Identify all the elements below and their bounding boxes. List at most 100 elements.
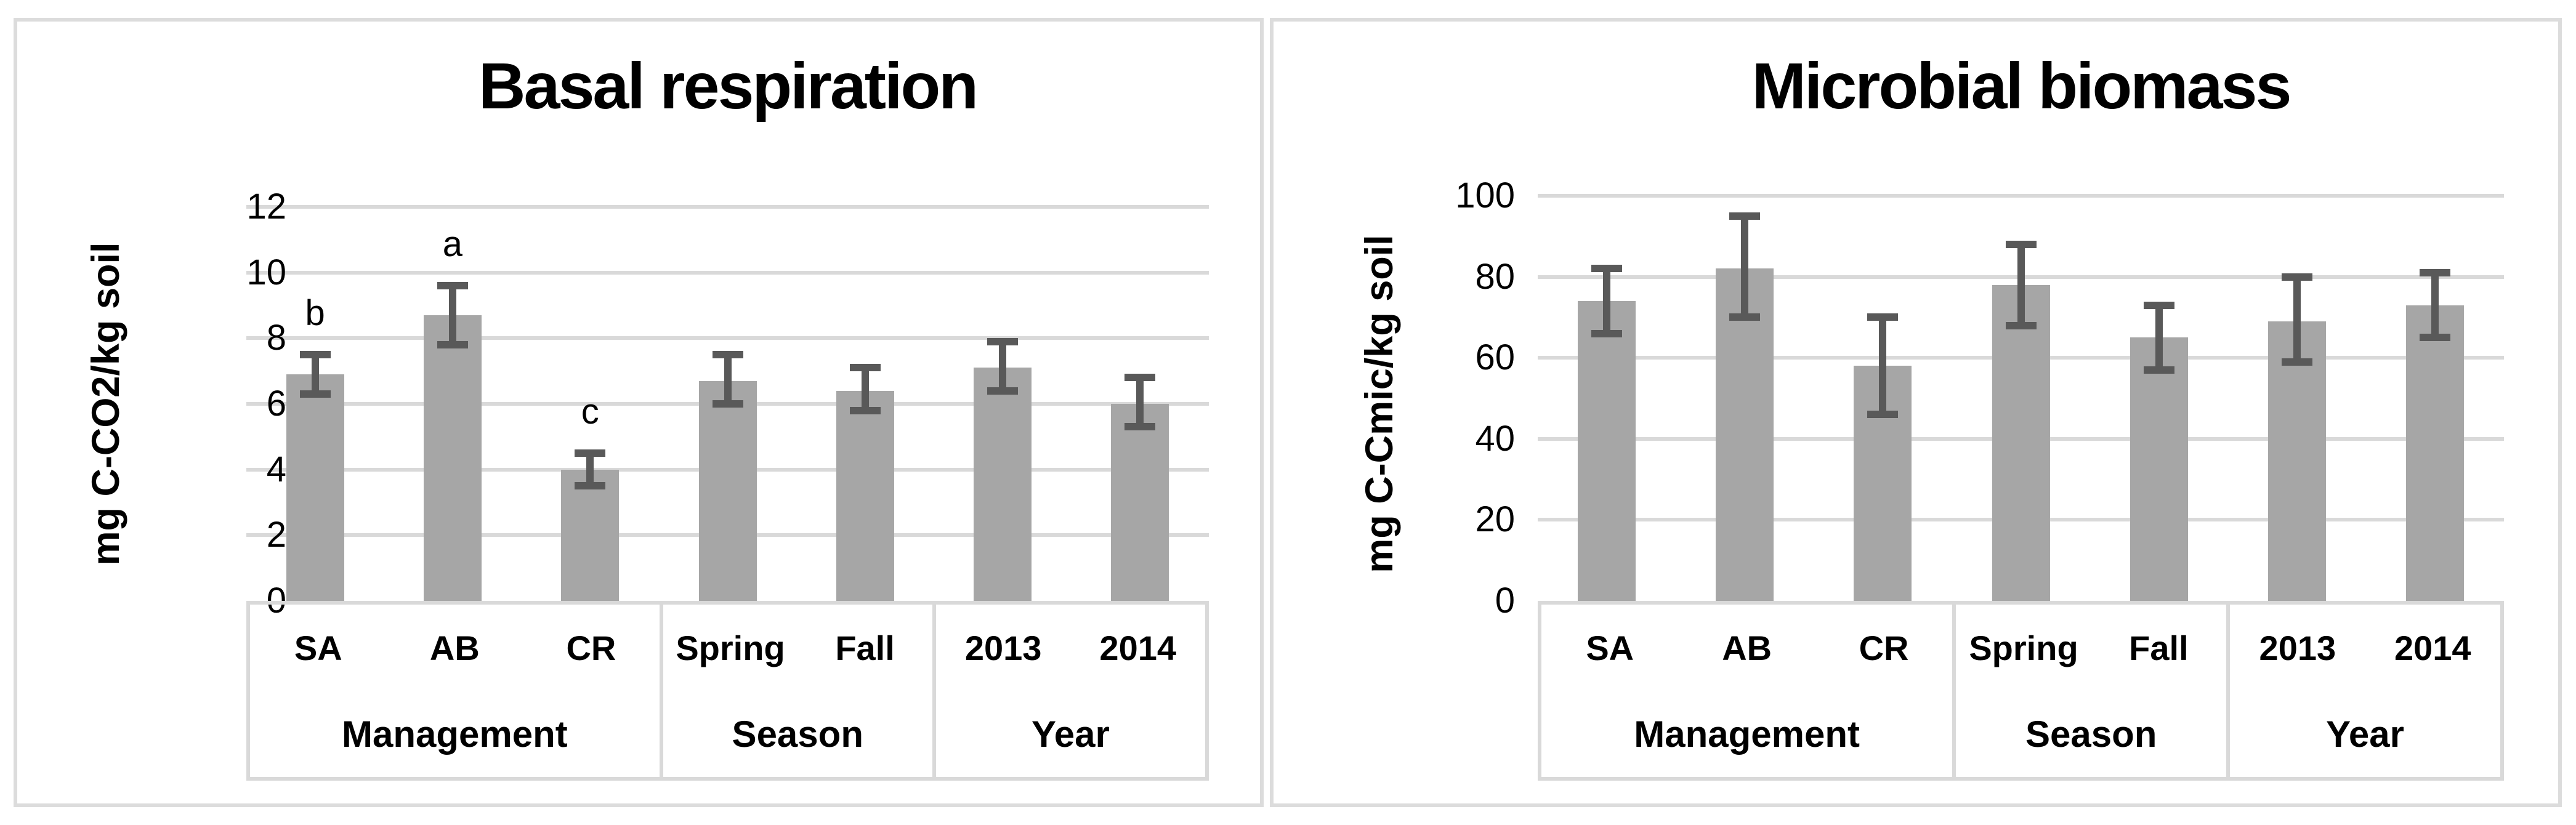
chart-title: Basal respiration xyxy=(478,50,979,123)
category-label-AB: AB xyxy=(429,628,480,667)
error-cap-top-Fall xyxy=(2143,301,2174,309)
error-cap-bottom-SA xyxy=(299,390,331,398)
error-bar-CR xyxy=(586,453,594,486)
significance-letter-SA: b xyxy=(305,293,325,333)
error-bar-Spring xyxy=(2017,244,2025,326)
bar-SA xyxy=(286,374,344,601)
error-cap-bottom-CR xyxy=(1867,411,1899,419)
error-cap-top-CR xyxy=(575,449,606,457)
axis-group-management: SA AB CR Management xyxy=(1541,605,1952,777)
y-tick-label-6: 6 xyxy=(266,384,286,424)
y-tick-label-0: 0 xyxy=(266,581,286,621)
category-label-row: 2013 2014 xyxy=(2230,605,2500,691)
gridline-y-8 xyxy=(246,336,1209,340)
category-label-row: Spring Fall xyxy=(663,605,932,691)
y-tick-label-40: 40 xyxy=(1475,418,1515,459)
category-label-row: 2013 2014 xyxy=(936,605,1205,691)
axis-group-year: 2013 2014 Year xyxy=(2226,605,2500,777)
error-bar-Fall xyxy=(861,368,869,411)
bar-CR xyxy=(561,469,620,601)
error-bar-AB xyxy=(1741,215,1749,318)
axis-group-season: Spring Fall Season xyxy=(1952,605,2226,777)
error-bar-SA xyxy=(311,355,319,394)
axis-group-season: Spring Fall Season xyxy=(659,605,932,777)
error-cap-bottom-2014 xyxy=(1124,423,1156,431)
microbial-biomass-panel: Microbial biomass mg C-Cmic/kg soil 0 20 4… xyxy=(1270,18,2562,807)
error-bar-Fall xyxy=(2155,305,2163,370)
error-cap-bottom-2013 xyxy=(987,387,1019,395)
group-label-management: Management xyxy=(341,713,568,755)
category-label-2014: 2014 xyxy=(2394,628,2471,667)
category-label-CR: CR xyxy=(566,628,616,667)
error-cap-bottom-Fall xyxy=(849,406,881,414)
error-bar-2014 xyxy=(2431,273,2439,338)
y-axis-title: mg C-CO2/kg soil xyxy=(84,242,127,566)
group-label-year: Year xyxy=(1032,713,1110,755)
y-tick-label-80: 80 xyxy=(1475,256,1515,297)
bar-AB xyxy=(1716,268,1774,601)
group-label-row: Season xyxy=(663,691,932,777)
bar-Fall xyxy=(836,390,894,601)
error-cap-bottom-AB xyxy=(437,341,468,348)
gridline-y-10 xyxy=(246,270,1209,275)
group-label-row: Season xyxy=(1956,691,2226,777)
bar-Fall xyxy=(2130,337,2188,601)
group-label-year: Year xyxy=(2326,713,2404,755)
category-label-2014: 2014 xyxy=(1099,628,1176,667)
bar-2013 xyxy=(974,368,1032,601)
bar-Spring xyxy=(698,380,757,601)
group-label-season: Season xyxy=(2025,713,2157,755)
error-bar-2013 xyxy=(999,341,1007,391)
error-cap-top-AB xyxy=(437,282,468,289)
category-axis-box: SA AB CR Management Spring Fall Season 2013 2014… xyxy=(246,601,1209,781)
y-tick-label-60: 60 xyxy=(1475,337,1515,378)
category-label-SA: SA xyxy=(1586,628,1634,667)
error-cap-top-Spring xyxy=(712,351,743,358)
error-cap-top-SA xyxy=(299,351,331,358)
error-bar-2014 xyxy=(1136,377,1144,427)
group-label-season: Season xyxy=(732,713,863,755)
y-tick-label-8: 8 xyxy=(266,318,286,358)
error-cap-bottom-CR xyxy=(575,482,606,490)
bar-SA xyxy=(1578,301,1636,601)
category-label-AB: AB xyxy=(1722,628,1772,667)
error-cap-bottom-Fall xyxy=(2143,366,2174,374)
error-cap-top-2013 xyxy=(987,337,1019,345)
axis-group-management: SA AB CR Management xyxy=(250,605,660,777)
error-cap-bottom-Spring xyxy=(2005,321,2037,329)
group-label-row: Year xyxy=(936,691,1205,777)
error-cap-bottom-2013 xyxy=(2281,358,2312,366)
y-tick-label-2: 2 xyxy=(266,515,286,555)
error-cap-top-AB xyxy=(1729,212,1761,220)
significance-letter-AB: a xyxy=(442,224,463,264)
error-cap-top-SA xyxy=(1591,265,1623,273)
bar-2014 xyxy=(1111,404,1169,601)
error-cap-bottom-AB xyxy=(1729,313,1761,321)
y-tick-label-10: 10 xyxy=(246,252,286,292)
error-bar-SA xyxy=(1603,268,1611,334)
y-tick-label-100: 100 xyxy=(1455,175,1515,215)
chart-title: Microbial biomass xyxy=(1751,50,2292,123)
error-cap-bottom-Spring xyxy=(712,400,743,408)
error-bar-CR xyxy=(1879,317,1887,415)
category-label-row: SA AB CR xyxy=(1541,605,1952,691)
category-axis-box: SA AB CR Management Spring Fall Season 2013 2014… xyxy=(1538,601,2504,781)
category-label-row: Spring Fall xyxy=(1956,605,2226,691)
category-label-SA: SA xyxy=(294,628,342,667)
y-tick-label-12: 12 xyxy=(246,187,286,227)
bar-2014 xyxy=(2405,305,2464,601)
error-cap-top-Fall xyxy=(849,364,881,372)
error-cap-top-CR xyxy=(1867,313,1899,321)
y-tick-label-4: 4 xyxy=(266,449,286,489)
category-label-CR: CR xyxy=(1859,628,1909,667)
gridline-y-100 xyxy=(1538,194,2504,198)
bar-2013 xyxy=(2267,321,2326,601)
error-bar-2013 xyxy=(2293,276,2301,362)
error-cap-bottom-SA xyxy=(1591,329,1623,337)
error-cap-top-Spring xyxy=(2005,240,2037,248)
bar-AB xyxy=(423,315,482,601)
category-label-Fall: Fall xyxy=(2129,628,2189,667)
y-tick-label-20: 20 xyxy=(1475,499,1515,540)
category-label-Spring: Spring xyxy=(1969,628,2078,667)
